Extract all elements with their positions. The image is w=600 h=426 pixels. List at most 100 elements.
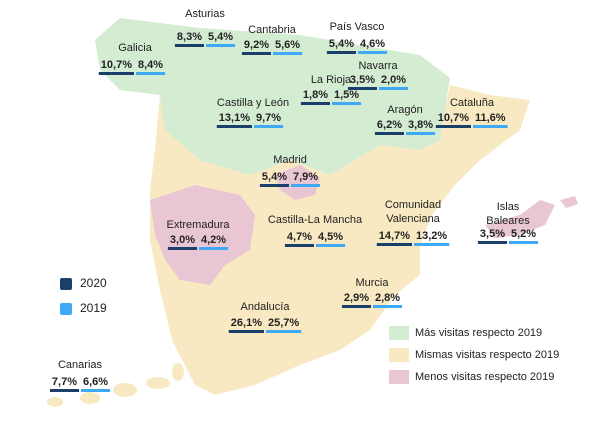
underline-2019	[379, 87, 409, 90]
region-name: Cantabria	[248, 24, 297, 36]
legend-swatch	[60, 278, 72, 290]
value-2019: 5,2%	[511, 228, 536, 240]
value-2020: 26,1%	[231, 317, 262, 329]
region-less	[485, 200, 555, 238]
underline-2020	[259, 184, 289, 187]
underline-2020	[300, 102, 330, 105]
value-2019: 2,0%	[381, 74, 406, 86]
underline-2020	[167, 247, 197, 250]
region-name: Madrid	[273, 154, 307, 166]
underline-2019	[509, 241, 539, 244]
value-2019: 7,9%	[293, 171, 318, 183]
region-name: Asturias	[185, 8, 225, 20]
region-name: Canarias	[58, 359, 103, 371]
value-2020: 1,8%	[303, 89, 328, 101]
value-2019: 6,6%	[83, 376, 108, 388]
underline-2020	[341, 305, 371, 308]
value-2019: 1,5%	[334, 89, 359, 101]
region-name: País Vasco	[330, 21, 385, 33]
value-2019: 9,7%	[256, 112, 281, 124]
underline-2019	[291, 184, 321, 187]
value-2020: 3,0%	[170, 234, 195, 246]
region-name: Castilla-La Mancha	[268, 214, 363, 226]
region-name: Extremadura	[167, 219, 231, 231]
region-more	[95, 18, 450, 175]
underline-2019	[266, 330, 302, 333]
region-name: Valenciana	[386, 213, 440, 225]
underline-2019	[332, 102, 362, 105]
value-2019: 5,4%	[208, 31, 233, 43]
value-2020: 4,7%	[287, 231, 312, 243]
underline-2019	[206, 44, 236, 47]
region-name: Andalucía	[241, 301, 291, 313]
value-2020: 2,9%	[344, 292, 369, 304]
value-2020: 13,1%	[219, 112, 250, 124]
region-name: Galicia	[118, 42, 153, 54]
underline-2019	[316, 244, 346, 247]
underline-2020	[435, 125, 471, 128]
underline-2020	[241, 52, 271, 55]
region-same	[150, 85, 530, 395]
region-name: La Rioja	[311, 74, 352, 86]
value-2019: 5,6%	[275, 39, 300, 51]
value-2020: 10,7%	[438, 112, 469, 124]
underline-2020	[477, 241, 507, 244]
value-2020: 8,3%	[177, 31, 202, 43]
value-2020: 9,2%	[244, 39, 269, 51]
legend-swatch	[389, 348, 409, 362]
value-2019: 13,2%	[416, 230, 447, 242]
legend-label: 2019	[80, 301, 107, 315]
value-2020: 6,2%	[377, 119, 402, 131]
value-2019: 4,2%	[201, 234, 226, 246]
underline-2020	[49, 389, 79, 392]
value-2020: 10,7%	[101, 59, 132, 71]
value-2019: 3,8%	[408, 119, 433, 131]
underline-2019	[373, 305, 403, 308]
canarias-islands	[47, 363, 184, 407]
underline-2020	[228, 330, 264, 333]
value-2020: 5,4%	[262, 171, 287, 183]
legend: 2020 2019 Más visitas respecto 2019 Mismas …	[60, 276, 559, 384]
region-name: Comunidad	[385, 199, 441, 211]
underline-2020	[326, 51, 356, 54]
value-2020: 5,4%	[329, 38, 354, 50]
legend-label: Más visitas respecto 2019	[415, 327, 542, 339]
underline-2020	[376, 243, 412, 246]
underline-2019	[406, 132, 436, 135]
legend-label: 2020	[80, 276, 107, 290]
underline-2020	[374, 132, 404, 135]
region-name: Murcia	[355, 277, 389, 289]
map-shapes	[47, 18, 578, 407]
underline-2019	[254, 125, 284, 128]
region-name: Aragón	[387, 104, 422, 116]
value-2019: 8,4%	[138, 59, 163, 71]
region-name: Baleares	[486, 215, 530, 227]
underline-2019	[81, 389, 111, 392]
underline-2019	[358, 51, 388, 54]
underline-2020	[347, 87, 377, 90]
underline-2020	[174, 44, 204, 47]
value-2019: 2,8%	[375, 292, 400, 304]
underline-2019	[473, 125, 508, 128]
value-2019: 25,7%	[268, 317, 299, 329]
region-name: Navarra	[358, 60, 398, 72]
value-2020: 14,7%	[379, 230, 410, 242]
value-2020: 7,7%	[52, 376, 77, 388]
legend-label: Mismas visitas respecto 2019	[415, 349, 559, 361]
underline-2019	[136, 72, 166, 75]
underline-2020	[216, 125, 252, 128]
legend-swatch	[389, 326, 409, 340]
value-2019: 11,6%	[475, 112, 506, 124]
legend-label: Menos visitas respecto 2019	[415, 371, 554, 383]
region-less	[150, 185, 255, 285]
region-labels: Asturias 8,3% 5,4% Galicia 10,7% 8,4% Cantabri…	[49, 8, 539, 392]
underline-2019	[199, 247, 229, 250]
underline-2019	[273, 52, 303, 55]
underline-2020	[98, 72, 134, 75]
value-2020: 3,5%	[480, 228, 505, 240]
region-name: Castilla y León	[217, 97, 289, 109]
region-less	[560, 196, 578, 208]
value-2019: 4,5%	[318, 231, 343, 243]
legend-swatch	[389, 370, 409, 384]
